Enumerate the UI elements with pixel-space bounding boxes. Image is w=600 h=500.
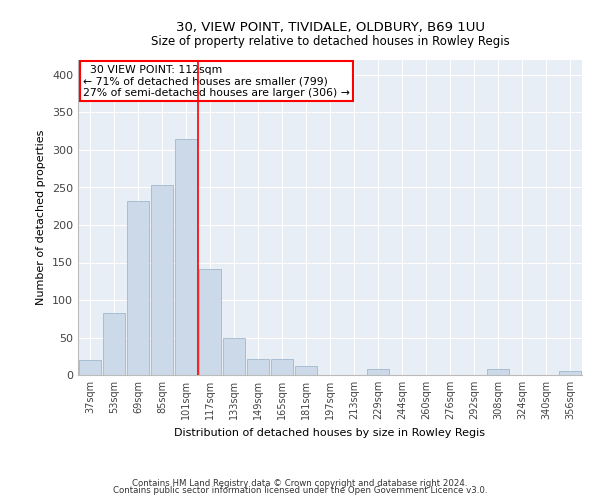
- Bar: [295, 366, 317, 375]
- Bar: [151, 185, 173, 375]
- Bar: [199, 268, 221, 375]
- Y-axis label: Number of detached properties: Number of detached properties: [37, 130, 46, 305]
- Text: Size of property relative to detached houses in Rowley Regis: Size of property relative to detached ho…: [151, 34, 509, 48]
- Bar: [487, 369, 509, 375]
- Text: 30 VIEW POINT: 112sqm  
← 71% of detached houses are smaller (799)
27% of semi-d: 30 VIEW POINT: 112sqm ← 71% of detached …: [83, 64, 350, 98]
- Bar: [271, 358, 293, 375]
- Text: Contains HM Land Registry data © Crown copyright and database right 2024.: Contains HM Land Registry data © Crown c…: [132, 478, 468, 488]
- Text: 30, VIEW POINT, TIVIDALE, OLDBURY, B69 1UU: 30, VIEW POINT, TIVIDALE, OLDBURY, B69 1…: [176, 21, 485, 34]
- Bar: [559, 371, 581, 375]
- Bar: [247, 358, 269, 375]
- Bar: [223, 338, 245, 375]
- Bar: [175, 138, 197, 375]
- Bar: [103, 313, 125, 375]
- Bar: [79, 360, 101, 375]
- Text: Contains public sector information licensed under the Open Government Licence v3: Contains public sector information licen…: [113, 486, 487, 495]
- Bar: [127, 201, 149, 375]
- X-axis label: Distribution of detached houses by size in Rowley Regis: Distribution of detached houses by size …: [175, 428, 485, 438]
- Bar: [367, 369, 389, 375]
